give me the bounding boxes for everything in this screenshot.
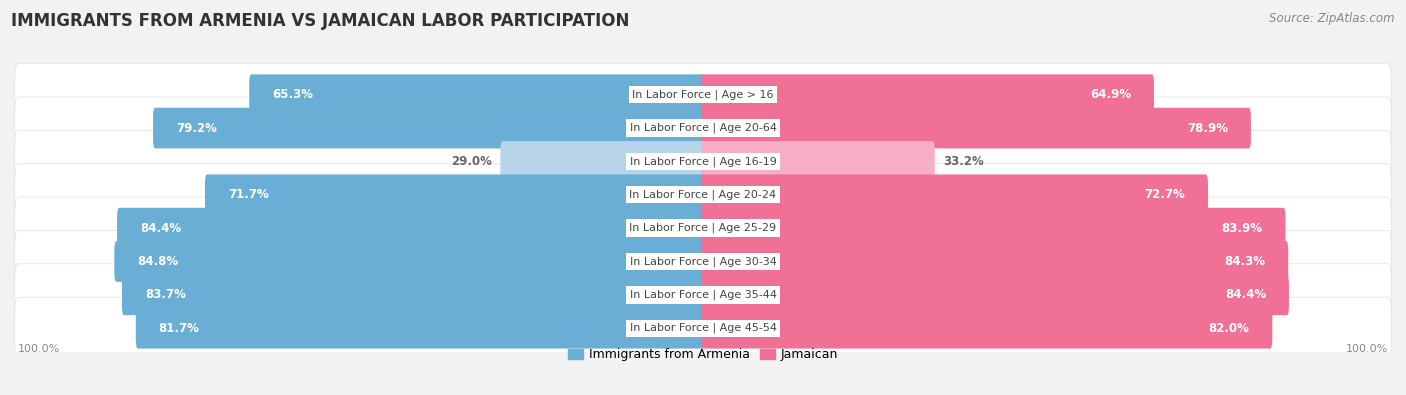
Text: In Labor Force | Age 20-24: In Labor Force | Age 20-24 (630, 190, 776, 200)
Text: 65.3%: 65.3% (271, 88, 314, 101)
FancyBboxPatch shape (14, 97, 1392, 159)
FancyBboxPatch shape (14, 264, 1392, 326)
FancyBboxPatch shape (702, 175, 1208, 215)
Text: 83.7%: 83.7% (145, 288, 186, 301)
Text: 83.9%: 83.9% (1222, 222, 1263, 235)
FancyBboxPatch shape (702, 74, 1154, 115)
Text: 100.0%: 100.0% (1346, 344, 1388, 354)
Text: 81.7%: 81.7% (159, 322, 200, 335)
Text: In Labor Force | Age 25-29: In Labor Force | Age 25-29 (630, 223, 776, 233)
FancyBboxPatch shape (14, 230, 1392, 293)
Text: 84.3%: 84.3% (1225, 255, 1265, 268)
Text: 84.8%: 84.8% (138, 255, 179, 268)
FancyBboxPatch shape (114, 241, 704, 282)
Text: In Labor Force | Age 45-54: In Labor Force | Age 45-54 (630, 323, 776, 333)
Text: 71.7%: 71.7% (228, 188, 269, 201)
FancyBboxPatch shape (14, 297, 1392, 359)
Text: In Labor Force | Age 16-19: In Labor Force | Age 16-19 (630, 156, 776, 167)
FancyBboxPatch shape (136, 308, 704, 348)
Text: In Labor Force | Age > 16: In Labor Force | Age > 16 (633, 89, 773, 100)
Text: 79.2%: 79.2% (176, 122, 217, 135)
Text: 82.0%: 82.0% (1209, 322, 1250, 335)
FancyBboxPatch shape (702, 308, 1272, 348)
Text: 33.2%: 33.2% (943, 155, 984, 168)
FancyBboxPatch shape (14, 164, 1392, 226)
FancyBboxPatch shape (702, 241, 1288, 282)
Text: 84.4%: 84.4% (141, 222, 181, 235)
Text: In Labor Force | Age 35-44: In Labor Force | Age 35-44 (630, 290, 776, 300)
Text: 64.9%: 64.9% (1090, 88, 1132, 101)
Text: 29.0%: 29.0% (451, 155, 492, 168)
Legend: Immigrants from Armenia, Jamaican: Immigrants from Armenia, Jamaican (562, 343, 844, 366)
FancyBboxPatch shape (702, 208, 1285, 248)
FancyBboxPatch shape (14, 197, 1392, 259)
Text: IMMIGRANTS FROM ARMENIA VS JAMAICAN LABOR PARTICIPATION: IMMIGRANTS FROM ARMENIA VS JAMAICAN LABO… (11, 12, 630, 30)
FancyBboxPatch shape (501, 141, 704, 182)
FancyBboxPatch shape (153, 108, 704, 149)
FancyBboxPatch shape (702, 141, 935, 182)
FancyBboxPatch shape (702, 108, 1251, 149)
FancyBboxPatch shape (205, 175, 704, 215)
Text: 78.9%: 78.9% (1187, 122, 1227, 135)
Text: Source: ZipAtlas.com: Source: ZipAtlas.com (1270, 12, 1395, 25)
Text: 84.4%: 84.4% (1225, 288, 1265, 301)
FancyBboxPatch shape (249, 74, 704, 115)
Text: 100.0%: 100.0% (18, 344, 60, 354)
Text: 72.7%: 72.7% (1144, 188, 1185, 201)
FancyBboxPatch shape (117, 208, 704, 248)
FancyBboxPatch shape (14, 64, 1392, 126)
FancyBboxPatch shape (14, 130, 1392, 192)
Text: In Labor Force | Age 20-64: In Labor Force | Age 20-64 (630, 123, 776, 134)
FancyBboxPatch shape (702, 275, 1289, 315)
Text: In Labor Force | Age 30-34: In Labor Force | Age 30-34 (630, 256, 776, 267)
FancyBboxPatch shape (122, 275, 704, 315)
